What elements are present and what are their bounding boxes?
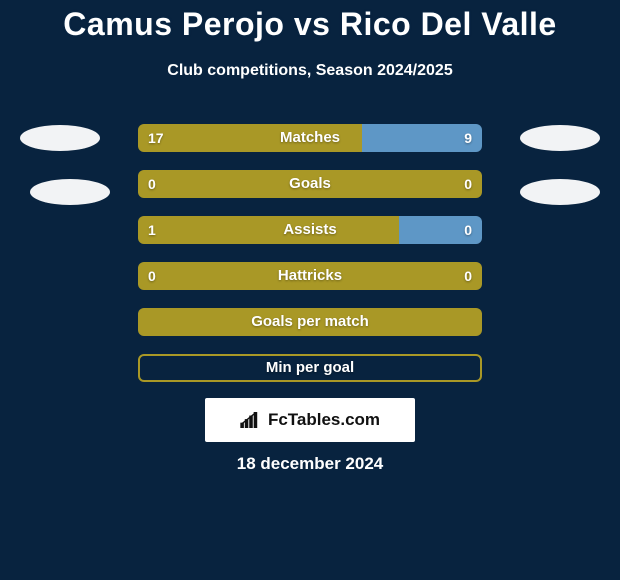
- stat-label: Matches: [138, 124, 482, 152]
- date-label: 18 december 2024: [0, 454, 620, 474]
- stat-label: Goals per match: [138, 308, 482, 336]
- stat-value-right: 0: [464, 262, 472, 290]
- watermark: FcTables.com: [205, 398, 415, 442]
- player1-badge-row2: [30, 179, 110, 205]
- stat-row: Min per goal: [138, 354, 482, 382]
- subtitle: Club competitions, Season 2024/2025: [0, 62, 620, 80]
- stat-row: Matches17 9: [138, 124, 482, 152]
- player1-badge-row1: [20, 125, 100, 151]
- stat-label: Hattricks: [138, 262, 482, 290]
- stat-value-right: 9: [464, 124, 472, 152]
- comparison-canvas: Camus Perojo vs Rico Del Valle Club comp…: [0, 0, 620, 580]
- stat-value-left: 0: [148, 170, 156, 198]
- fctables-icon: [240, 412, 262, 428]
- stat-value-left: 17: [148, 124, 164, 152]
- stat-value-left: 1: [148, 216, 156, 244]
- stat-label: Assists: [138, 216, 482, 244]
- stat-label: Goals: [138, 170, 482, 198]
- stat-value-right: 0: [464, 216, 472, 244]
- player1-name: Camus Perojo: [63, 6, 284, 42]
- player2-name: Rico Del Valle: [340, 6, 557, 42]
- stat-label: Min per goal: [138, 354, 482, 382]
- stat-row: Goals per match: [138, 308, 482, 336]
- player2-badge-row2: [520, 179, 600, 205]
- player2-badge-row1: [520, 125, 600, 151]
- stat-row: Assists1 0: [138, 216, 482, 244]
- stat-value-left: 0: [148, 262, 156, 290]
- comparison-bars: Matches179Goals00Assists10Hattricks00Goa…: [138, 124, 482, 400]
- title-vs: vs: [294, 6, 331, 42]
- stat-row: Hattricks0 0: [138, 262, 482, 290]
- watermark-text: FcTables.com: [268, 410, 380, 430]
- stat-value-right: 0: [464, 170, 472, 198]
- page-title: Camus Perojo vs Rico Del Valle: [0, 6, 620, 43]
- stat-row: Goals0 0: [138, 170, 482, 198]
